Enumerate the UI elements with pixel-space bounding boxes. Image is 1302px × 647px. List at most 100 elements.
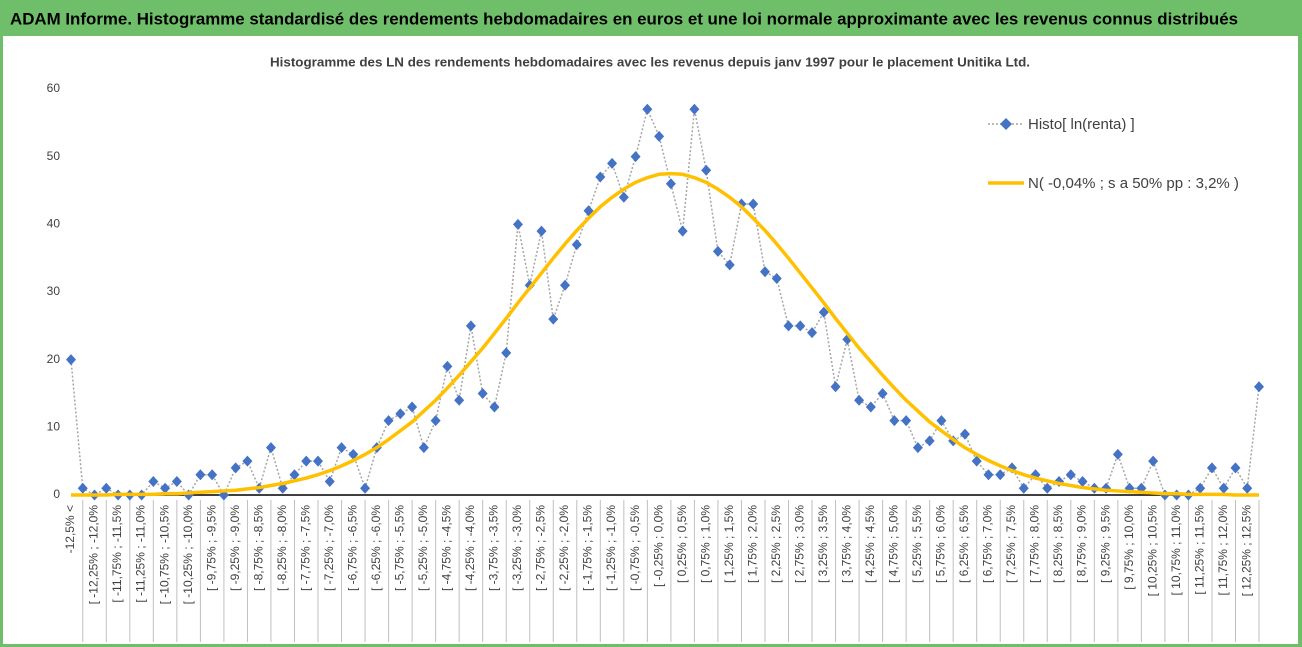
x-tick-label: [ -10,75% ; -10,5% [157,505,171,605]
x-tick-label: -12,5% < [63,505,77,553]
x-tick-label: [ 3,25% ; 3,5% [816,505,830,583]
data-point [759,266,770,278]
data-point [1065,469,1076,481]
x-tick-label: [ 3,75% ; 4,0% [839,505,853,583]
data-point [313,455,324,467]
y-tick-label: 50 [47,149,61,163]
x-tick-label: [ 8,75% ; 9,0% [1075,505,1089,583]
x-tick-label: [ -9,25% ; -9,0% [228,505,242,591]
x-tick-label: [ -9,75% ; -9,5% [204,505,218,591]
series-line [71,171,1259,497]
x-tick-label: [ -10,25% ; -10,0% [181,505,195,605]
data-point [665,178,676,190]
data-point [148,475,159,487]
data-point [442,360,453,372]
x-tick-label: [ 6,25% ; 6,5% [957,505,971,583]
data-point [795,320,806,332]
x-tick-label: [ -11,75% ; -11,5% [110,505,124,603]
y-tick-label: 0 [53,487,60,501]
data-point [912,442,923,454]
data-point [1195,482,1206,494]
x-tick-label: [ 9,75% ; 10,0% [1122,505,1136,590]
data-point [889,415,900,427]
x-tick-label: [ 11,75% ; 12,0% [1216,505,1230,596]
data-point [1018,482,1029,494]
x-tick-label: [ 5,25% ; 5,5% [910,505,924,583]
data-point [654,130,665,142]
x-tick-label: [ -0,75% ; -0,5% [628,505,642,591]
data-point [489,401,500,413]
data-point [818,306,829,318]
data-point [1242,482,1253,494]
data-point [418,442,429,454]
x-tick-label: [ 0,25% ; 0,5% [675,505,689,583]
data-point [383,415,394,427]
data-point [230,462,241,474]
x-tick-label: [ -2,25% ; -2,0% [557,505,571,591]
data-point [571,239,582,251]
x-tick-label: [ -0,25% ; 0,0% [651,505,665,587]
y-tick-label: 10 [47,420,61,434]
x-tick-label: [ 8,25% ; 8,5% [1051,505,1065,583]
data-point [336,442,347,454]
y-tick-label: 20 [47,352,61,366]
x-tick-label: [ 10,25% ; 10,5% [1145,505,1159,597]
data-point [242,455,253,467]
x-tick-label: [ 1,75% ; 2,0% [745,505,759,583]
legend-label: Histo[ ln(renta) ] [1028,116,1135,133]
x-tick-label: [ -7,75% ; -7,5% [298,505,312,591]
data-point [1218,482,1229,494]
data-point [983,469,994,481]
x-tick-label: [ -1,75% ; -1,5% [581,505,595,591]
data-point [66,354,76,366]
data-point [1112,448,1123,460]
x-tick-label: [ -11,25% ; -11,0% [134,505,148,603]
data-point [936,415,947,427]
data-point [324,475,335,487]
x-tick-label: [ 4,75% ; 5,0% [887,505,901,583]
data-point [536,225,547,237]
data-point [595,171,606,183]
header-title: ADAM Informe. Histogramme standardisé de… [10,9,1238,28]
y-tick-label: 40 [47,217,61,231]
data-point [1042,482,1053,494]
x-tick-label: [ 10,75% ; 11,0% [1169,505,1183,596]
data-point [630,151,641,163]
data-point [712,245,723,257]
x-tick-label: [ -1,25% ; -1,0% [604,505,618,591]
data-point [360,482,371,494]
data-point [924,435,935,447]
y-tick-label: 30 [47,284,61,298]
data-point [77,482,88,494]
x-tick-label: [ 2,25% ; 2,5% [769,505,783,583]
data-point [959,428,970,440]
data-point [1148,455,1159,467]
data-point [501,347,512,359]
data-point [995,469,1006,481]
x-tick-label: [ 12,25% ; 12,5% [1239,505,1253,597]
data-point [1206,462,1217,474]
data-point [701,164,712,176]
x-tick-label: [ 6,75% ; 7,0% [981,505,995,583]
data-point [618,191,629,203]
data-point [642,103,653,115]
data-point [265,442,276,454]
x-tick-label: [ 9,25% ; 9,5% [1098,505,1112,583]
x-tick-label: [ -5,25% ; -5,0% [416,505,430,591]
data-point [724,259,735,271]
data-point [771,272,782,284]
data-point [1254,381,1264,393]
x-tick-label: [ -2,75% ; -2,5% [534,505,548,591]
data-point [395,408,406,420]
y-tick-label: 60 [47,81,61,95]
data-point [289,469,300,481]
x-tick-label: [ -12,25% ; -12,0% [87,505,101,605]
x-tick-label: [ -7,25% ; -7,0% [322,505,336,591]
x-tick-label: [ 7,75% ; 8,0% [1028,505,1042,583]
x-tick-label: [ 7,25% ; 7,5% [1004,505,1018,583]
data-point [548,313,559,325]
data-point [807,327,818,339]
x-tick-label: [ 5,75% ; 6,0% [934,505,948,583]
